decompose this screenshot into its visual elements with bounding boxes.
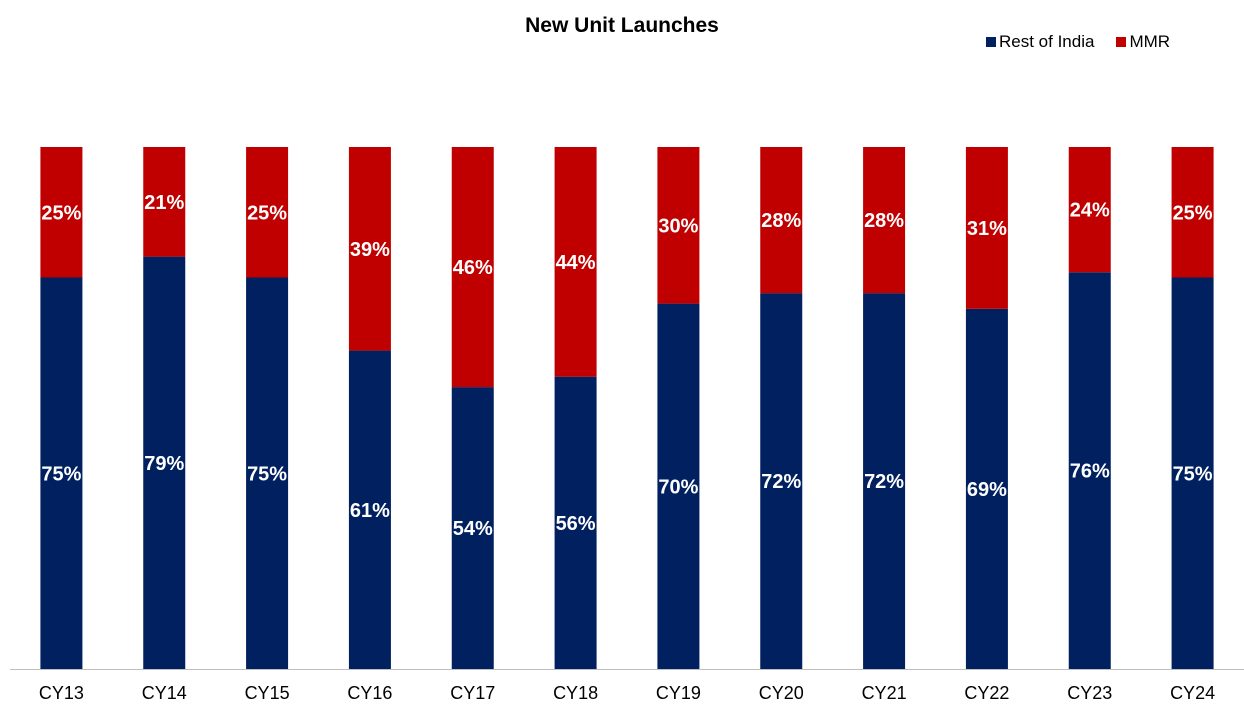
legend-label-rest-of-india: Rest of India — [999, 32, 1095, 51]
bar-rest-of-india-cy23 — [1068, 272, 1111, 669]
bar-mmr-cy24 — [1171, 147, 1214, 278]
bar-mmr-cy21 — [863, 147, 906, 294]
legend-swatch-rest-of-india — [986, 37, 996, 47]
bar-rest-of-india-cy21 — [863, 293, 906, 669]
bar-mmr-cy16 — [348, 147, 391, 351]
data-label-mmr-cy21: 28% — [864, 210, 904, 232]
x-tick-label-cy22: CY22 — [964, 683, 1009, 703]
bar-rest-of-india-cy24 — [1171, 277, 1214, 669]
bar-mmr-cy18 — [554, 147, 597, 377]
data-label-mmr-cy20: 28% — [761, 210, 801, 232]
bar-mmr-cy14 — [143, 147, 186, 257]
data-label-mmr-cy19: 30% — [658, 215, 698, 237]
legend-item-mmr: MMR — [1116, 32, 1170, 52]
data-label-rest-of-india-cy18: 56% — [556, 513, 596, 535]
data-label-mmr-cy23: 24% — [1070, 200, 1110, 222]
bar-mmr-cy20 — [760, 147, 803, 294]
bar-rest-of-india-cy16 — [348, 350, 391, 669]
data-label-rest-of-india-cy13: 75% — [41, 463, 81, 485]
bar-rest-of-india-cy15 — [246, 277, 289, 669]
data-label-mmr-cy24: 25% — [1173, 202, 1213, 224]
x-tick-label-cy15: CY15 — [245, 683, 290, 703]
x-tick-label-cy16: CY16 — [347, 683, 392, 703]
bar-rest-of-india-cy20 — [760, 293, 803, 669]
bar-rest-of-india-cy22 — [965, 308, 1008, 669]
bar-mmr-cy13 — [40, 147, 83, 278]
data-label-rest-of-india-cy15: 75% — [247, 463, 287, 485]
x-tick-label-cy21: CY21 — [862, 683, 907, 703]
data-label-mmr-cy13: 25% — [41, 202, 81, 224]
data-label-rest-of-india-cy23: 76% — [1070, 461, 1110, 483]
bar-mmr-cy22 — [965, 147, 1008, 309]
data-label-rest-of-india-cy16: 61% — [350, 500, 390, 522]
x-tick-label-cy17: CY17 — [450, 683, 495, 703]
bar-rest-of-india-cy13 — [40, 277, 83, 669]
data-label-mmr-cy18: 44% — [556, 252, 596, 274]
x-tick-label-cy20: CY20 — [759, 683, 804, 703]
data-label-mmr-cy14: 21% — [144, 192, 184, 214]
data-label-mmr-cy16: 39% — [350, 239, 390, 261]
legend-item-rest-of-india: Rest of India — [986, 32, 1094, 52]
data-label-mmr-cy22: 31% — [967, 218, 1007, 240]
data-label-mmr-cy15: 25% — [247, 202, 287, 224]
bar-rest-of-india-cy18 — [554, 376, 597, 669]
x-tick-label-cy18: CY18 — [553, 683, 598, 703]
legend-label-mmr: MMR — [1129, 32, 1171, 51]
data-label-rest-of-india-cy19: 70% — [658, 476, 698, 498]
x-tick-label-cy24: CY24 — [1170, 683, 1215, 703]
bar-mmr-cy19 — [657, 147, 700, 304]
chart-title: New Unit Launches — [525, 14, 719, 37]
data-label-rest-of-india-cy21: 72% — [864, 471, 904, 493]
data-label-rest-of-india-cy24: 75% — [1173, 463, 1213, 485]
legend: Rest of India MMR — [986, 32, 1170, 52]
bar-rest-of-india-cy19 — [657, 303, 700, 669]
x-tick-label-cy19: CY19 — [656, 683, 701, 703]
x-tick-label-cy23: CY23 — [1067, 683, 1112, 703]
x-tick-label-cy14: CY14 — [142, 683, 187, 703]
data-label-rest-of-india-cy14: 79% — [144, 453, 184, 475]
bar-rest-of-india-cy14 — [143, 256, 186, 669]
x-tick-label-cy13: CY13 — [39, 683, 84, 703]
data-label-rest-of-india-cy17: 54% — [453, 518, 493, 540]
bar-mmr-cy17 — [451, 147, 494, 388]
bar-rest-of-india-cy17 — [451, 387, 494, 669]
data-label-mmr-cy17: 46% — [453, 257, 493, 279]
legend-swatch-mmr — [1116, 37, 1127, 47]
data-label-rest-of-india-cy22: 69% — [967, 479, 1007, 501]
bar-mmr-cy15 — [246, 147, 289, 278]
data-label-rest-of-india-cy20: 72% — [761, 471, 801, 493]
bar-mmr-cy23 — [1068, 147, 1111, 273]
